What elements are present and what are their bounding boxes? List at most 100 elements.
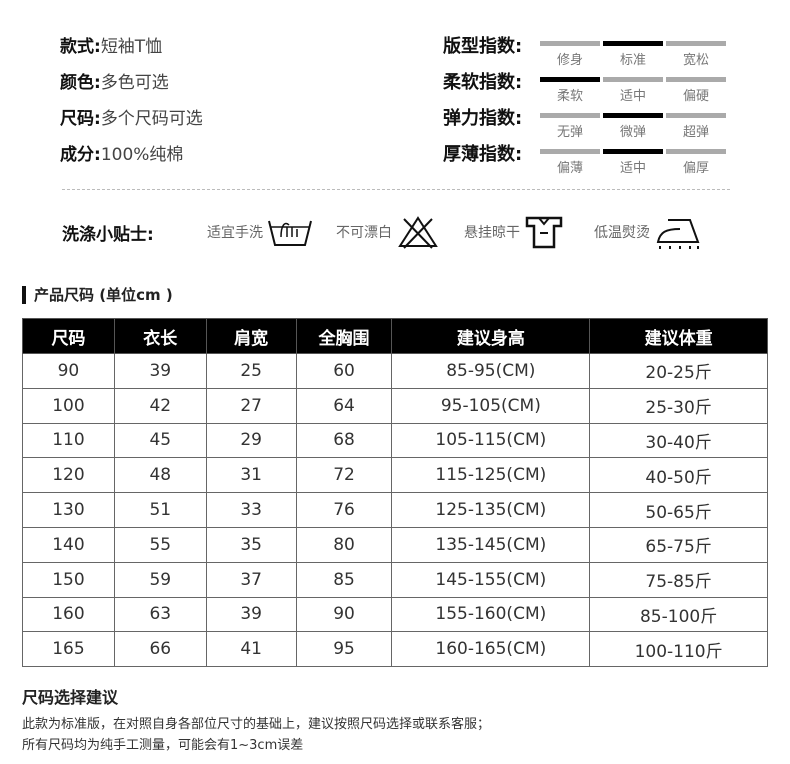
table-cell: 42 <box>113 387 207 424</box>
index-bar <box>603 149 663 154</box>
index-bar <box>666 77 726 82</box>
table-cell: 30-40斤 <box>589 422 768 459</box>
table-cell: 55 <box>113 526 207 563</box>
table-cell: 75-85斤 <box>589 561 768 598</box>
table-cell: 41 <box>205 631 297 668</box>
table-cell: 85-95(CM) <box>391 353 591 389</box>
care-title: 洗涤小贴士: <box>62 224 154 245</box>
table-cell: 37 <box>205 561 297 598</box>
index-bar <box>540 41 600 46</box>
table-cell: 66 <box>113 631 207 668</box>
index-bar <box>666 113 726 118</box>
size-section-title: 产品尺码 (单位cm ) <box>22 286 173 304</box>
table-cell: 100 <box>22 387 115 424</box>
index-option: 偏薄 <box>540 149 600 176</box>
table-cell: 20-25斤 <box>589 353 768 389</box>
attribute-label: 尺码: <box>60 109 101 129</box>
attribute-row: 款式:短袖T恤 <box>60 32 162 57</box>
table-cell: 145-155(CM) <box>391 561 591 598</box>
attribute-label: 颜色: <box>60 73 101 93</box>
index-option-label: 柔软 <box>556 89 583 104</box>
index-row: 柔软指数: 柔软 适中 偏硬 <box>443 68 743 104</box>
table-row: 165 66 41 95 160-165(CM) 100-110斤 <box>22 631 768 668</box>
no-bleach-icon <box>398 216 438 249</box>
column-header: 衣长 <box>113 318 207 354</box>
column-header: 全胸围 <box>295 318 393 354</box>
table-cell: 95-105(CM) <box>391 387 591 424</box>
index-option: 适中 <box>603 149 663 176</box>
table-cell: 160-165(CM) <box>391 631 591 668</box>
table-cell: 160 <box>22 596 115 633</box>
column-header: 尺码 <box>22 318 115 354</box>
table-cell: 110 <box>22 422 115 459</box>
table-cell: 85-100斤 <box>589 596 768 633</box>
table-cell: 40-50斤 <box>589 457 768 494</box>
index-option-label: 适中 <box>619 89 646 104</box>
table-cell: 51 <box>113 492 207 528</box>
table-cell: 140 <box>22 526 115 563</box>
table-cell: 85 <box>295 561 393 598</box>
table-cell: 150 <box>22 561 115 598</box>
attribute-label: 款式: <box>60 37 101 57</box>
table-cell: 125-135(CM) <box>391 492 591 528</box>
table-cell: 120 <box>22 457 115 494</box>
care-label: 不可漂白 <box>336 225 392 241</box>
table-cell: 105-115(CM) <box>391 422 591 459</box>
table-cell: 155-160(CM) <box>391 596 591 633</box>
attribute-value: 多个尺码可选 <box>100 109 203 129</box>
table-cell: 95 <box>295 631 393 668</box>
index-option-label: 超弹 <box>682 125 709 140</box>
attribute-value: 短袖T恤 <box>100 37 163 57</box>
table-row: 130 51 33 76 125-135(CM) 50-65斤 <box>22 492 768 528</box>
table-row: 160 63 39 90 155-160(CM) 85-100斤 <box>22 596 768 633</box>
table-cell: 39 <box>205 596 297 633</box>
size-table: 尺码 衣长 肩宽 全胸围 建议身高 建议体重 90 39 25 60 85-95(CM) 20-25… <box>22 318 768 668</box>
size-advice: 尺码选择建议 此款为标准版，在对照自身各部位尺寸的基础上，建议按照尺码选择或联系… <box>22 684 490 756</box>
table-cell: 31 <box>205 457 297 494</box>
divider <box>62 189 730 190</box>
index-bar <box>540 77 600 82</box>
index-option-label: 适中 <box>619 161 646 176</box>
table-row: 150 59 37 85 145-155(CM) 75-85斤 <box>22 561 768 598</box>
index-option: 修身 <box>540 41 600 68</box>
care-label: 适宜手洗 <box>207 225 263 241</box>
index-bar <box>603 77 663 82</box>
index-option: 偏硬 <box>666 77 726 104</box>
index-option: 无弹 <box>540 113 600 140</box>
index-row: 弹力指数: 无弹 微弹 超弹 <box>443 104 743 140</box>
index-bar <box>603 113 663 118</box>
table-cell: 65-75斤 <box>589 526 768 563</box>
table-cell: 50-65斤 <box>589 492 768 528</box>
index-option: 柔软 <box>540 77 600 104</box>
table-cell: 165 <box>22 631 115 668</box>
table-row: 120 48 31 72 115-125(CM) 40-50斤 <box>22 457 768 494</box>
index-label: 柔软指数: <box>443 72 523 93</box>
attribute-row: 颜色:多色可选 <box>60 68 169 93</box>
care-hand-wash: 适宜手洗 <box>207 212 313 252</box>
table-cell: 35 <box>205 526 297 563</box>
table-cell: 33 <box>205 492 297 528</box>
index-label: 厚薄指数: <box>443 144 523 165</box>
table-cell: 39 <box>113 353 207 389</box>
low-iron-icon <box>656 219 700 249</box>
index-bar <box>540 113 600 118</box>
table-cell: 90 <box>295 596 393 633</box>
index-option-label: 偏薄 <box>556 161 583 176</box>
table-cell: 63 <box>113 596 207 633</box>
advice-line: 所有尺码均为纯手工测量，可能会有1~3cm误差 <box>22 738 304 753</box>
table-cell: 100-110斤 <box>589 631 768 668</box>
index-row: 厚薄指数: 偏薄 适中 偏厚 <box>443 140 743 176</box>
attribute-label: 成分: <box>60 145 101 165</box>
attribute-row: 成分:100%纯棉 <box>60 140 183 165</box>
table-cell: 72 <box>295 457 393 494</box>
index-option: 超弹 <box>666 113 726 140</box>
index-option: 偏厚 <box>666 149 726 176</box>
hand-wash-icon <box>268 220 312 246</box>
column-header: 建议体重 <box>589 318 768 354</box>
table-cell: 135-145(CM) <box>391 526 591 563</box>
table-cell: 59 <box>113 561 207 598</box>
table-cell: 76 <box>295 492 393 528</box>
care-label: 低温熨烫 <box>594 225 650 241</box>
table-row: 100 42 27 64 95-105(CM) 25-30斤 <box>22 387 768 424</box>
attribute-row: 尺码:多个尺码可选 <box>60 104 203 129</box>
